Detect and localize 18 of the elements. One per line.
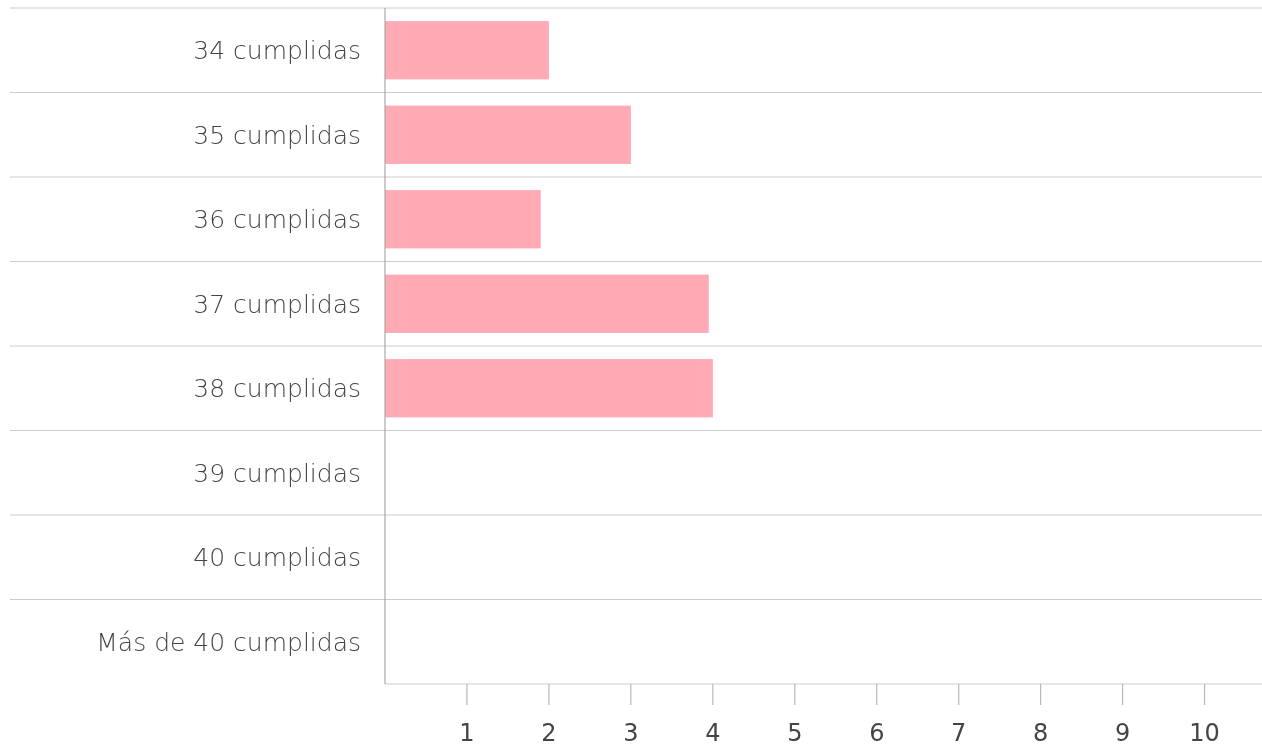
x-tick-label: 3 (623, 719, 639, 748)
x-tick-label: 8 (1033, 719, 1049, 748)
y-tick-label: 37 cumplidas (193, 289, 361, 319)
y-tick-label: 40 cumplidas (193, 543, 361, 572)
x-tick-label: 7 (951, 719, 967, 748)
x-tick-label: 5 (787, 719, 803, 748)
x-tick-label: 6 (869, 719, 885, 748)
x-tick-label: 1 (459, 719, 475, 748)
x-tick-label: 10 (1189, 719, 1220, 748)
y-tick-label: 39 cumplidas (193, 458, 361, 488)
y-tick-label: Más de 40 cumplidas (96, 627, 361, 657)
y-tick-label: 34 cumplidas (193, 36, 361, 65)
x-tick-label: 9 (1115, 719, 1131, 748)
y-tick-label: 35 cumplidas (193, 120, 361, 150)
x-tick-label: 4 (705, 719, 721, 748)
y-tick-label: 36 cumplidas (193, 205, 361, 234)
x-tick-label: 2 (541, 719, 557, 748)
y-tick-label: 38 cumplidas (193, 374, 361, 403)
